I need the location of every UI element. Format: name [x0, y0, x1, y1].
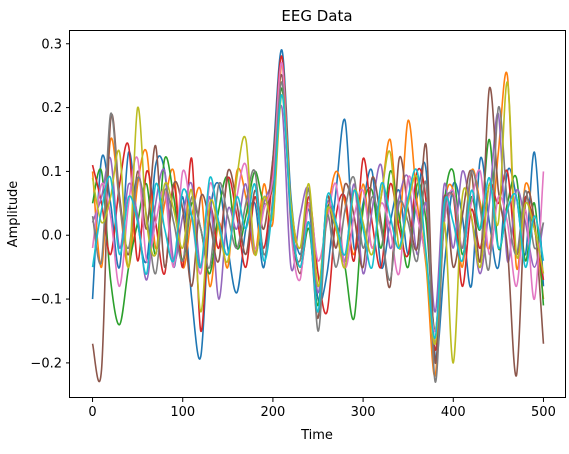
series-line-7	[91, 62, 545, 332]
y-tick-label: 0.3	[41, 37, 62, 52]
y-tick-label: 0.1	[41, 165, 62, 180]
series-line-10	[91, 94, 545, 339]
x-tick-label: 400	[441, 405, 466, 420]
y-axis: −0.2 −0.1 0.0 0.1 0.2 0.3	[30, 37, 70, 371]
y-tick-label: 0.2	[41, 101, 62, 116]
y-tick-label: 0.0	[41, 229, 62, 244]
series-line-8	[91, 81, 545, 383]
x-axis: 0 100 200 300 400 500	[88, 398, 556, 420]
x-tick-label: 200	[260, 405, 285, 420]
series-line-9	[91, 81, 545, 364]
series-layer	[91, 49, 545, 383]
x-tick-label: 100	[170, 405, 195, 420]
y-axis-title: Amplitude	[6, 181, 21, 248]
chart-title: EEG Data	[281, 7, 352, 25]
plot-frame	[69, 30, 566, 398]
x-tick-label: 300	[351, 405, 376, 420]
y-tick-label: −0.2	[30, 356, 62, 371]
x-tick-label: 0	[88, 405, 96, 420]
x-tick-label: 500	[531, 405, 556, 420]
x-axis-title: Time	[300, 428, 333, 443]
y-tick-label: −0.1	[30, 293, 62, 308]
